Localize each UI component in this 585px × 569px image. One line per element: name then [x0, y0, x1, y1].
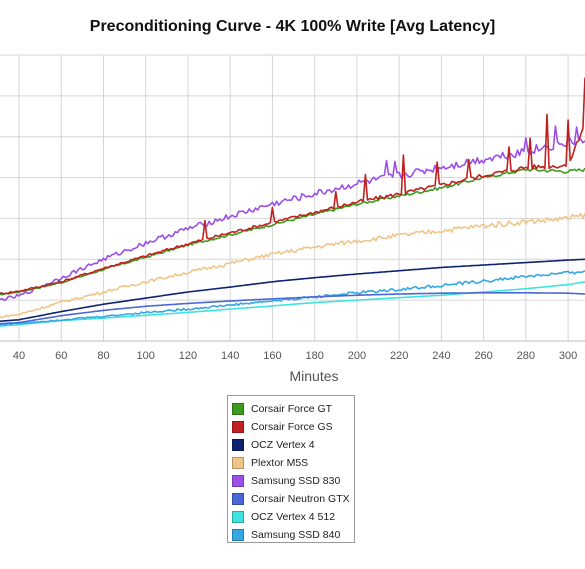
legend-item: Samsung SSD 830: [232, 472, 354, 490]
legend-label: OCZ Vertex 4 512: [251, 511, 336, 523]
legend-label: Corsair Force GS: [251, 421, 333, 433]
x-tick-label: 280: [517, 350, 535, 362]
x-tick-label: 220: [390, 350, 408, 362]
series-line-ocz-vertex-4-512: [0, 281, 585, 327]
legend-item: Corsair Force GT: [232, 400, 354, 418]
chart-title: Preconditioning Curve - 4K 100% Write [A…: [89, 18, 496, 35]
legend-label: Samsung SSD 830: [251, 475, 341, 487]
series-line-plextor-m5s: [0, 212, 585, 319]
x-axis-label: Minutes: [289, 368, 339, 384]
x-tick-label: 60: [55, 350, 67, 362]
legend-swatch: [232, 421, 244, 433]
x-tick-label: 140: [221, 350, 239, 362]
legend-label: OCZ Vertex 4: [251, 439, 315, 451]
x-tick-label: 40: [13, 350, 25, 362]
legend-swatch: [232, 439, 244, 451]
series-line-corsair-force-gt: [0, 167, 585, 296]
legend-item: Corsair Neutron GTX: [232, 490, 354, 508]
legend-swatch: [232, 511, 244, 523]
series-line-corsair-force-gs: [0, 77, 585, 295]
legend-item: Samsung SSD 840: [232, 526, 354, 544]
legend-swatch: [232, 493, 244, 505]
legend-item: OCZ Vertex 4: [232, 436, 354, 454]
series-line-ocz-vertex-4: [0, 258, 585, 323]
x-tick-label: 160: [263, 350, 281, 362]
legend-swatch: [232, 457, 244, 469]
legend-swatch: [232, 529, 244, 541]
x-tick-label: 200: [348, 350, 366, 362]
legend: Corsair Force GT Corsair Force GS OCZ Vert…: [227, 395, 355, 543]
series-line-corsair-neutron-gtx: [0, 292, 585, 325]
legend-label: Plextor M5S: [251, 457, 309, 469]
series-line-samsung-ssd-830: [0, 125, 585, 302]
x-tick-label: 240: [432, 350, 450, 362]
x-tick-label: 80: [97, 350, 109, 362]
legend-item: OCZ Vertex 4 512: [232, 508, 354, 526]
legend-label: Corsair Force GT: [251, 403, 333, 415]
legend-swatch: [232, 403, 244, 415]
x-tick-label: 180: [305, 350, 323, 362]
x-tick-label: 120: [179, 350, 197, 362]
x-tick-label: 260: [474, 350, 492, 362]
legend-item: Plextor M5S: [232, 454, 354, 472]
legend-swatch: [232, 475, 244, 487]
x-tick-label: 100: [137, 350, 155, 362]
legend-item: Corsair Force GS: [232, 418, 354, 436]
legend-label: Corsair Neutron GTX: [251, 493, 350, 505]
legend-label: Samsung SSD 840: [251, 529, 341, 541]
x-tick-label: 300: [559, 350, 577, 362]
